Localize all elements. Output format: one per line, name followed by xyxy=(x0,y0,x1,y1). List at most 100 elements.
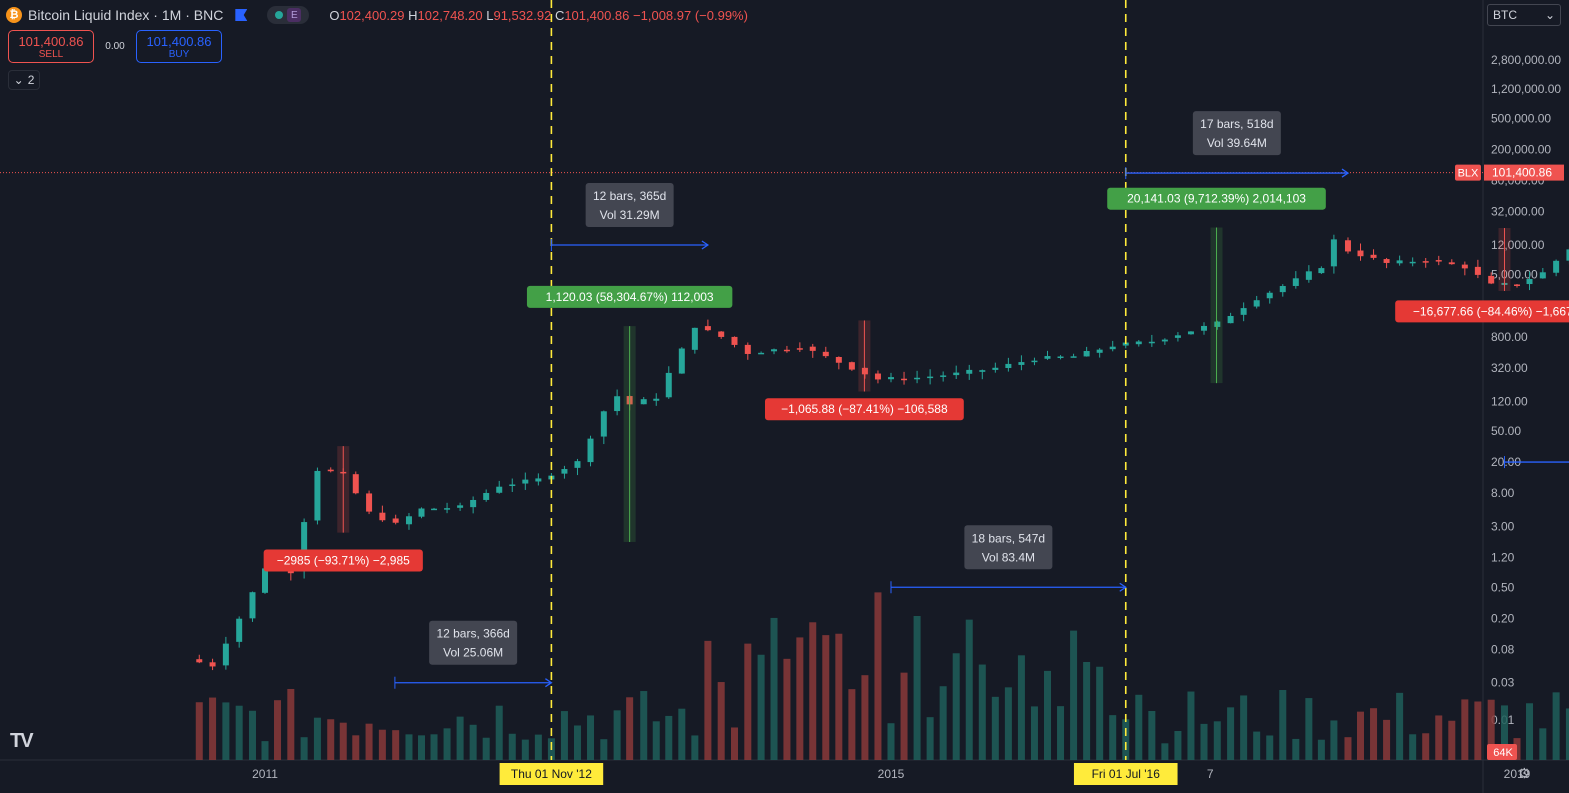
candle[interactable] xyxy=(301,522,308,572)
candle[interactable] xyxy=(352,474,359,494)
candle[interactable] xyxy=(587,438,594,463)
candle[interactable] xyxy=(1396,260,1403,264)
currency-select[interactable]: BTC ⌄ xyxy=(1487,4,1561,26)
symbol-title[interactable]: Bitcoin Liquid Index · 1M · BNC xyxy=(28,7,224,23)
candle[interactable] xyxy=(835,357,842,363)
candle[interactable] xyxy=(1253,300,1260,307)
candle[interactable] xyxy=(1435,260,1442,262)
candle[interactable] xyxy=(1044,356,1051,359)
candle[interactable] xyxy=(691,327,698,350)
candle[interactable] xyxy=(744,344,751,354)
candle[interactable] xyxy=(783,349,790,352)
candle[interactable] xyxy=(704,326,711,331)
candle[interactable] xyxy=(418,508,425,517)
candle[interactable] xyxy=(1279,286,1286,293)
indicators-toggle[interactable]: ⌄ 2 xyxy=(8,70,40,90)
candle[interactable] xyxy=(196,659,203,663)
candle[interactable] xyxy=(1566,249,1569,261)
candle[interactable] xyxy=(1070,356,1077,358)
candle[interactable] xyxy=(1539,272,1546,279)
candle[interactable] xyxy=(1330,239,1337,267)
flag-icon[interactable] xyxy=(235,9,248,21)
candle[interactable] xyxy=(574,461,581,468)
price-axis[interactable] xyxy=(1483,0,1569,793)
candle[interactable] xyxy=(600,411,607,437)
candle[interactable] xyxy=(1474,266,1481,275)
candle[interactable] xyxy=(822,351,829,357)
candle[interactable] xyxy=(1292,278,1299,286)
candle[interactable] xyxy=(222,643,229,666)
candle[interactable] xyxy=(653,398,660,401)
candle[interactable] xyxy=(1526,279,1533,285)
candle[interactable] xyxy=(457,505,464,508)
candle[interactable] xyxy=(927,376,934,379)
candle[interactable] xyxy=(1135,341,1142,345)
candle[interactable] xyxy=(665,372,672,398)
candle[interactable] xyxy=(1161,339,1168,342)
candle[interactable] xyxy=(392,518,399,523)
candle[interactable] xyxy=(483,492,490,500)
candle[interactable] xyxy=(1031,360,1038,363)
candle[interactable] xyxy=(1174,335,1181,338)
candle[interactable] xyxy=(940,375,947,377)
gear-icon[interactable]: ⚙ xyxy=(1518,765,1531,781)
candle[interactable] xyxy=(431,508,438,511)
candle[interactable] xyxy=(1214,321,1221,327)
candle[interactable] xyxy=(1109,346,1116,350)
candle[interactable] xyxy=(1201,325,1207,331)
candle[interactable] xyxy=(1422,261,1429,263)
candle[interactable] xyxy=(1448,262,1455,265)
candle[interactable] xyxy=(640,399,647,405)
candle[interactable] xyxy=(496,486,503,493)
candle[interactable] xyxy=(379,512,386,521)
candle[interactable] xyxy=(1488,275,1495,284)
candle[interactable] xyxy=(405,516,412,525)
candle[interactable] xyxy=(901,378,908,381)
candle[interactable] xyxy=(731,336,738,345)
candle[interactable] xyxy=(1357,250,1364,257)
buy-button[interactable]: 101,400.86 BUY xyxy=(136,30,222,63)
candle[interactable] xyxy=(966,369,973,374)
candle[interactable] xyxy=(1057,356,1064,358)
candle[interactable] xyxy=(1122,342,1129,346)
candle[interactable] xyxy=(1514,284,1520,286)
candle[interactable] xyxy=(1148,341,1155,344)
candle[interactable] xyxy=(236,618,243,642)
candle[interactable] xyxy=(535,478,542,482)
candle[interactable] xyxy=(1240,308,1247,315)
candle[interactable] xyxy=(314,470,321,521)
candle[interactable] xyxy=(979,370,986,372)
candle[interactable] xyxy=(366,493,373,512)
candle[interactable] xyxy=(1461,264,1468,269)
candle[interactable] xyxy=(1409,261,1416,264)
candle[interactable] xyxy=(1227,315,1234,324)
candle[interactable] xyxy=(1005,363,1012,369)
candle[interactable] xyxy=(1305,271,1312,280)
tradingview-logo-icon[interactable]: TV xyxy=(10,730,34,752)
candle[interactable] xyxy=(1318,268,1325,274)
candle[interactable] xyxy=(874,373,881,380)
candle[interactable] xyxy=(1553,260,1560,273)
candle[interactable] xyxy=(444,508,451,510)
candle[interactable] xyxy=(327,469,334,472)
market-status-pill[interactable]: E xyxy=(267,6,310,24)
candle[interactable] xyxy=(953,372,960,376)
candle[interactable] xyxy=(992,367,999,370)
candle[interactable] xyxy=(1383,259,1390,263)
candle[interactable] xyxy=(678,348,685,374)
candle[interactable] xyxy=(262,568,268,593)
candle[interactable] xyxy=(209,662,216,667)
candle[interactable] xyxy=(758,352,765,355)
candle[interactable] xyxy=(848,362,855,370)
candle[interactable] xyxy=(522,479,529,484)
candle[interactable] xyxy=(861,367,868,375)
candle[interactable] xyxy=(509,484,516,486)
candle[interactable] xyxy=(796,348,803,350)
candle[interactable] xyxy=(809,346,816,351)
candle[interactable] xyxy=(771,349,778,352)
candle[interactable] xyxy=(1266,292,1273,299)
candle[interactable] xyxy=(561,469,568,474)
candle[interactable] xyxy=(614,396,621,412)
candle[interactable] xyxy=(1018,362,1025,365)
